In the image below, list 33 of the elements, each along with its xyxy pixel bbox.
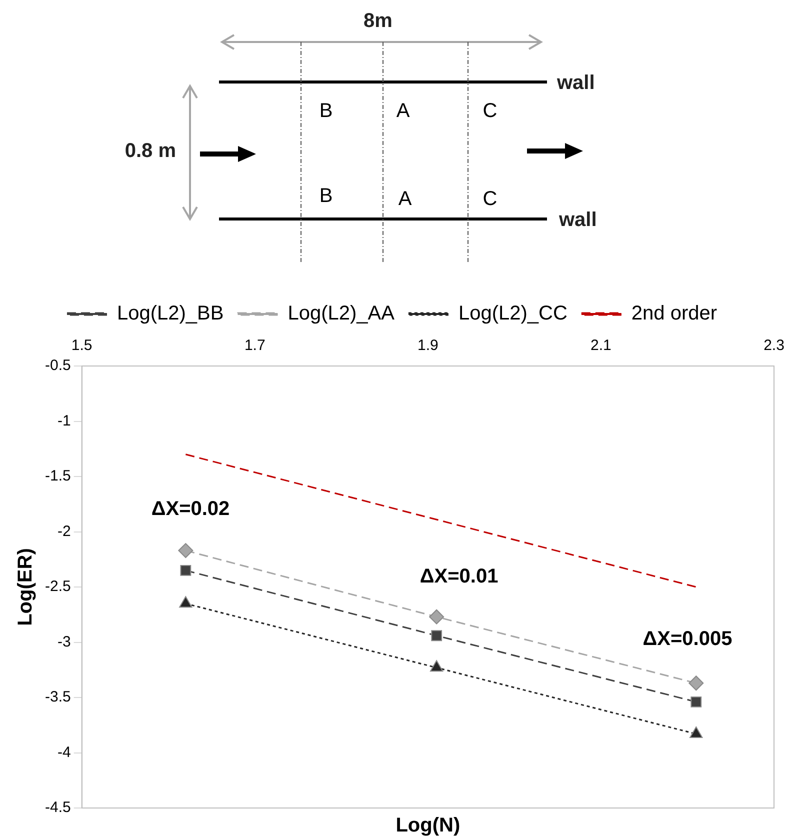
annotation: ΔX=0.005 (642, 628, 732, 650)
x-axis-title: Log(N) (396, 814, 460, 837)
legend-label: 2nd order (631, 302, 718, 325)
annotation: ΔX=0.01 (420, 565, 498, 588)
y-tick-label: -2.5 (44, 578, 71, 596)
point (431, 630, 442, 642)
legend-label: Log(L2)_CC (458, 302, 568, 325)
point (180, 564, 192, 576)
point (688, 676, 704, 691)
x-tick-label: 2.3 (764, 337, 784, 354)
y-tick-label: -3 (58, 633, 71, 650)
y-tick-label: -1 (58, 412, 71, 430)
legend-label: Log(L2)_BB (116, 302, 224, 325)
y-tick-label: -4.5 (44, 799, 71, 816)
point (179, 596, 192, 608)
point (690, 726, 703, 738)
x-tick-label: 1.7 (244, 337, 266, 354)
point (430, 660, 444, 672)
annotation: ΔX=0.02 (151, 498, 230, 520)
y-tick-label: -0.5 (44, 357, 71, 374)
point (690, 696, 702, 708)
y-axis-title: Log(ER) (14, 548, 37, 626)
x-tick-label: 1.9 (417, 337, 438, 354)
x-tick-label: 1.5 (71, 337, 92, 354)
point (178, 543, 194, 558)
y-tick-label: -2 (58, 522, 71, 540)
point (429, 609, 444, 624)
y-tick-label: -4 (58, 744, 71, 761)
channel-diagram: 8m 0.8 m wall wall B A C B A C (0, 0, 790, 280)
legend-label: Log(L2)_AA (288, 302, 396, 325)
x-tick-label: 2.1 (590, 337, 612, 354)
y-tick-label: -1.5 (44, 468, 71, 485)
y-tick-label: -3.5 (44, 688, 71, 706)
